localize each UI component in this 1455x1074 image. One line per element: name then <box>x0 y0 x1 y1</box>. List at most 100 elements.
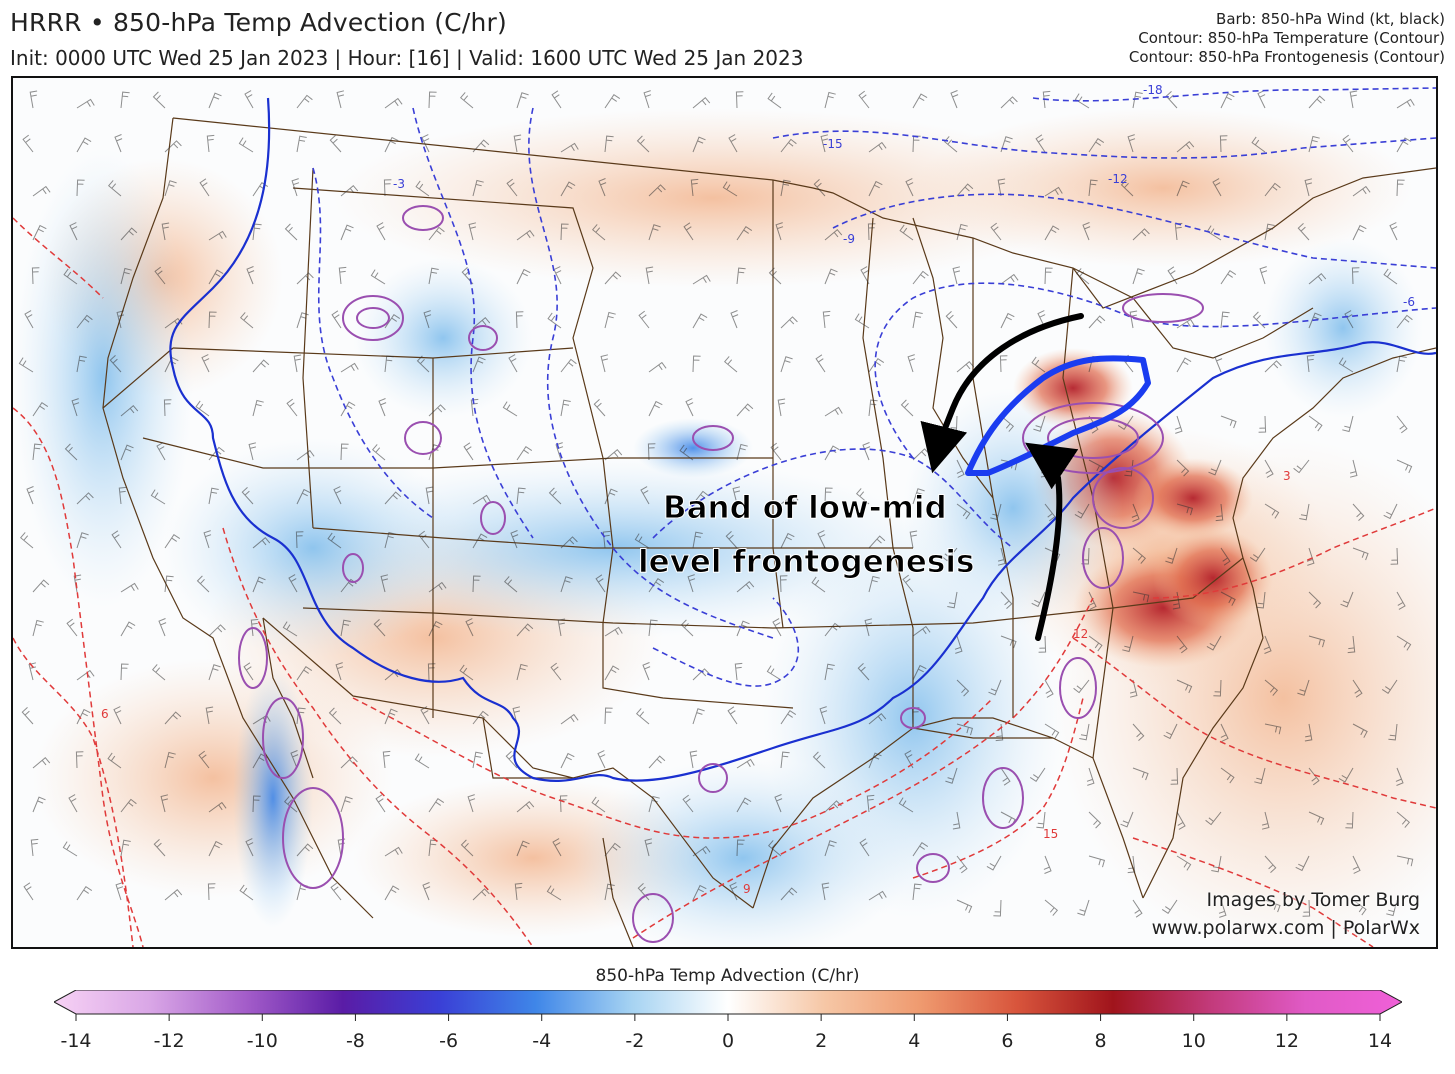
wind-barb <box>1000 312 1015 329</box>
wind-barb <box>1044 186 1063 197</box>
wind-barb <box>1396 179 1405 197</box>
wind-barb <box>1396 855 1414 867</box>
wind-barb <box>604 842 621 857</box>
wind-barb <box>1302 899 1311 917</box>
wind-barb <box>824 91 836 109</box>
wind-barb <box>868 712 887 725</box>
wind-barb <box>912 311 923 329</box>
wind-barb <box>516 663 528 681</box>
wind-barb <box>18 357 34 373</box>
wind-barb <box>560 713 579 725</box>
wind-barb <box>692 313 708 329</box>
wind-barb <box>912 842 929 857</box>
wind-barb <box>648 400 663 417</box>
wind-barb <box>819 706 828 725</box>
wind-barb <box>1042 90 1051 109</box>
wind-barb <box>945 767 958 784</box>
wind-barb <box>604 311 616 329</box>
wind-barb <box>1264 360 1282 373</box>
wind-barb <box>1220 591 1236 606</box>
wind-barb <box>335 662 344 681</box>
lower-curved-arrow <box>1025 442 1079 641</box>
wind-barb <box>736 267 746 285</box>
wind-barb <box>516 800 535 813</box>
wind-barb <box>643 90 652 109</box>
wind-barb <box>604 488 618 505</box>
wind-barb <box>546 885 562 901</box>
wind-barb <box>1304 723 1313 742</box>
wind-barb <box>238 137 254 153</box>
legend-barb: Barb: 850-hPa Wind (kt, black) <box>1216 10 1445 28</box>
cold-temperature-contours <box>312 87 1436 687</box>
wind-barb <box>76 98 95 109</box>
wind-barb <box>1000 273 1019 285</box>
wind-barb <box>516 229 535 241</box>
wind-barb <box>163 399 172 417</box>
annotation-line-2: level frontogenesis <box>638 544 974 580</box>
political-borders <box>102 117 1436 947</box>
wind-barb <box>196 575 210 593</box>
weather-map[interactable]: -18 -15 -12 -9 -6 -3 3 6 9 12 15 Band of… <box>11 76 1438 949</box>
wind-barb <box>990 503 1002 521</box>
wind-barb <box>604 665 620 681</box>
wind-barb <box>679 444 694 461</box>
wind-barb <box>472 356 486 373</box>
wind-barb <box>1396 415 1408 434</box>
wind-barb <box>425 486 434 505</box>
wind-barb <box>768 267 782 285</box>
wind-barb <box>460 839 474 857</box>
wind-barb <box>950 90 959 109</box>
colorbar-tick-label: -10 <box>246 1030 278 1052</box>
wind-barb <box>689 750 698 769</box>
wind-barb <box>912 93 928 109</box>
wind-barb <box>32 224 47 241</box>
wind-barb <box>252 536 271 549</box>
warm-temperature-contours <box>13 217 1436 947</box>
wind-barb <box>19 532 34 549</box>
wind-barb <box>956 360 975 373</box>
wind-barb <box>508 354 518 373</box>
wind-barb <box>775 222 784 241</box>
wind-barb <box>22 134 34 153</box>
colorbar-tick-label: -4 <box>532 1030 552 1052</box>
wind-barb <box>1033 415 1046 432</box>
wind-barb <box>1220 767 1235 784</box>
chart-subtitle: Init: 0000 UTC Wed 25 Jan 2023 | Hour: [… <box>10 46 804 70</box>
colorbar-tick-label: -8 <box>345 1030 365 1052</box>
wind-barb <box>1338 767 1354 783</box>
wind-barb <box>1219 135 1228 153</box>
site-credit[interactable]: www.polarwx.com | PolarWx <box>1151 917 1420 939</box>
wind-barb <box>638 310 650 329</box>
wind-barb <box>380 574 389 593</box>
wind-barb <box>551 90 562 109</box>
wind-barb <box>1208 459 1222 476</box>
wind-barb <box>252 359 270 373</box>
wind-barb <box>120 663 129 681</box>
contour-label: -12 <box>1108 172 1128 186</box>
wind-barb <box>604 94 621 109</box>
wind-barb <box>1390 547 1399 565</box>
contour-label: -15 <box>823 137 843 151</box>
wind-barb <box>1220 270 1237 285</box>
wind-barb <box>952 811 961 830</box>
wind-barb <box>636 135 650 153</box>
wind-barb <box>988 679 1002 696</box>
wind-barb <box>151 664 166 681</box>
wind-barb <box>76 314 93 329</box>
wind-barb <box>516 446 533 461</box>
wind-barb <box>208 269 224 285</box>
wind-barb <box>680 619 694 637</box>
wind-barb <box>868 141 887 153</box>
wind-barb <box>857 663 870 681</box>
wind-barb <box>648 361 667 373</box>
wind-barb <box>421 134 430 153</box>
wind-barb <box>956 723 974 736</box>
wind-barb <box>340 184 359 197</box>
wind-barb <box>241 487 254 505</box>
wind-barb <box>76 137 92 153</box>
wind-barb <box>382 750 391 769</box>
wind-barb <box>514 882 523 901</box>
wind-barb <box>414 753 430 769</box>
wind-barb <box>468 222 477 241</box>
wind-barb <box>1129 679 1138 698</box>
